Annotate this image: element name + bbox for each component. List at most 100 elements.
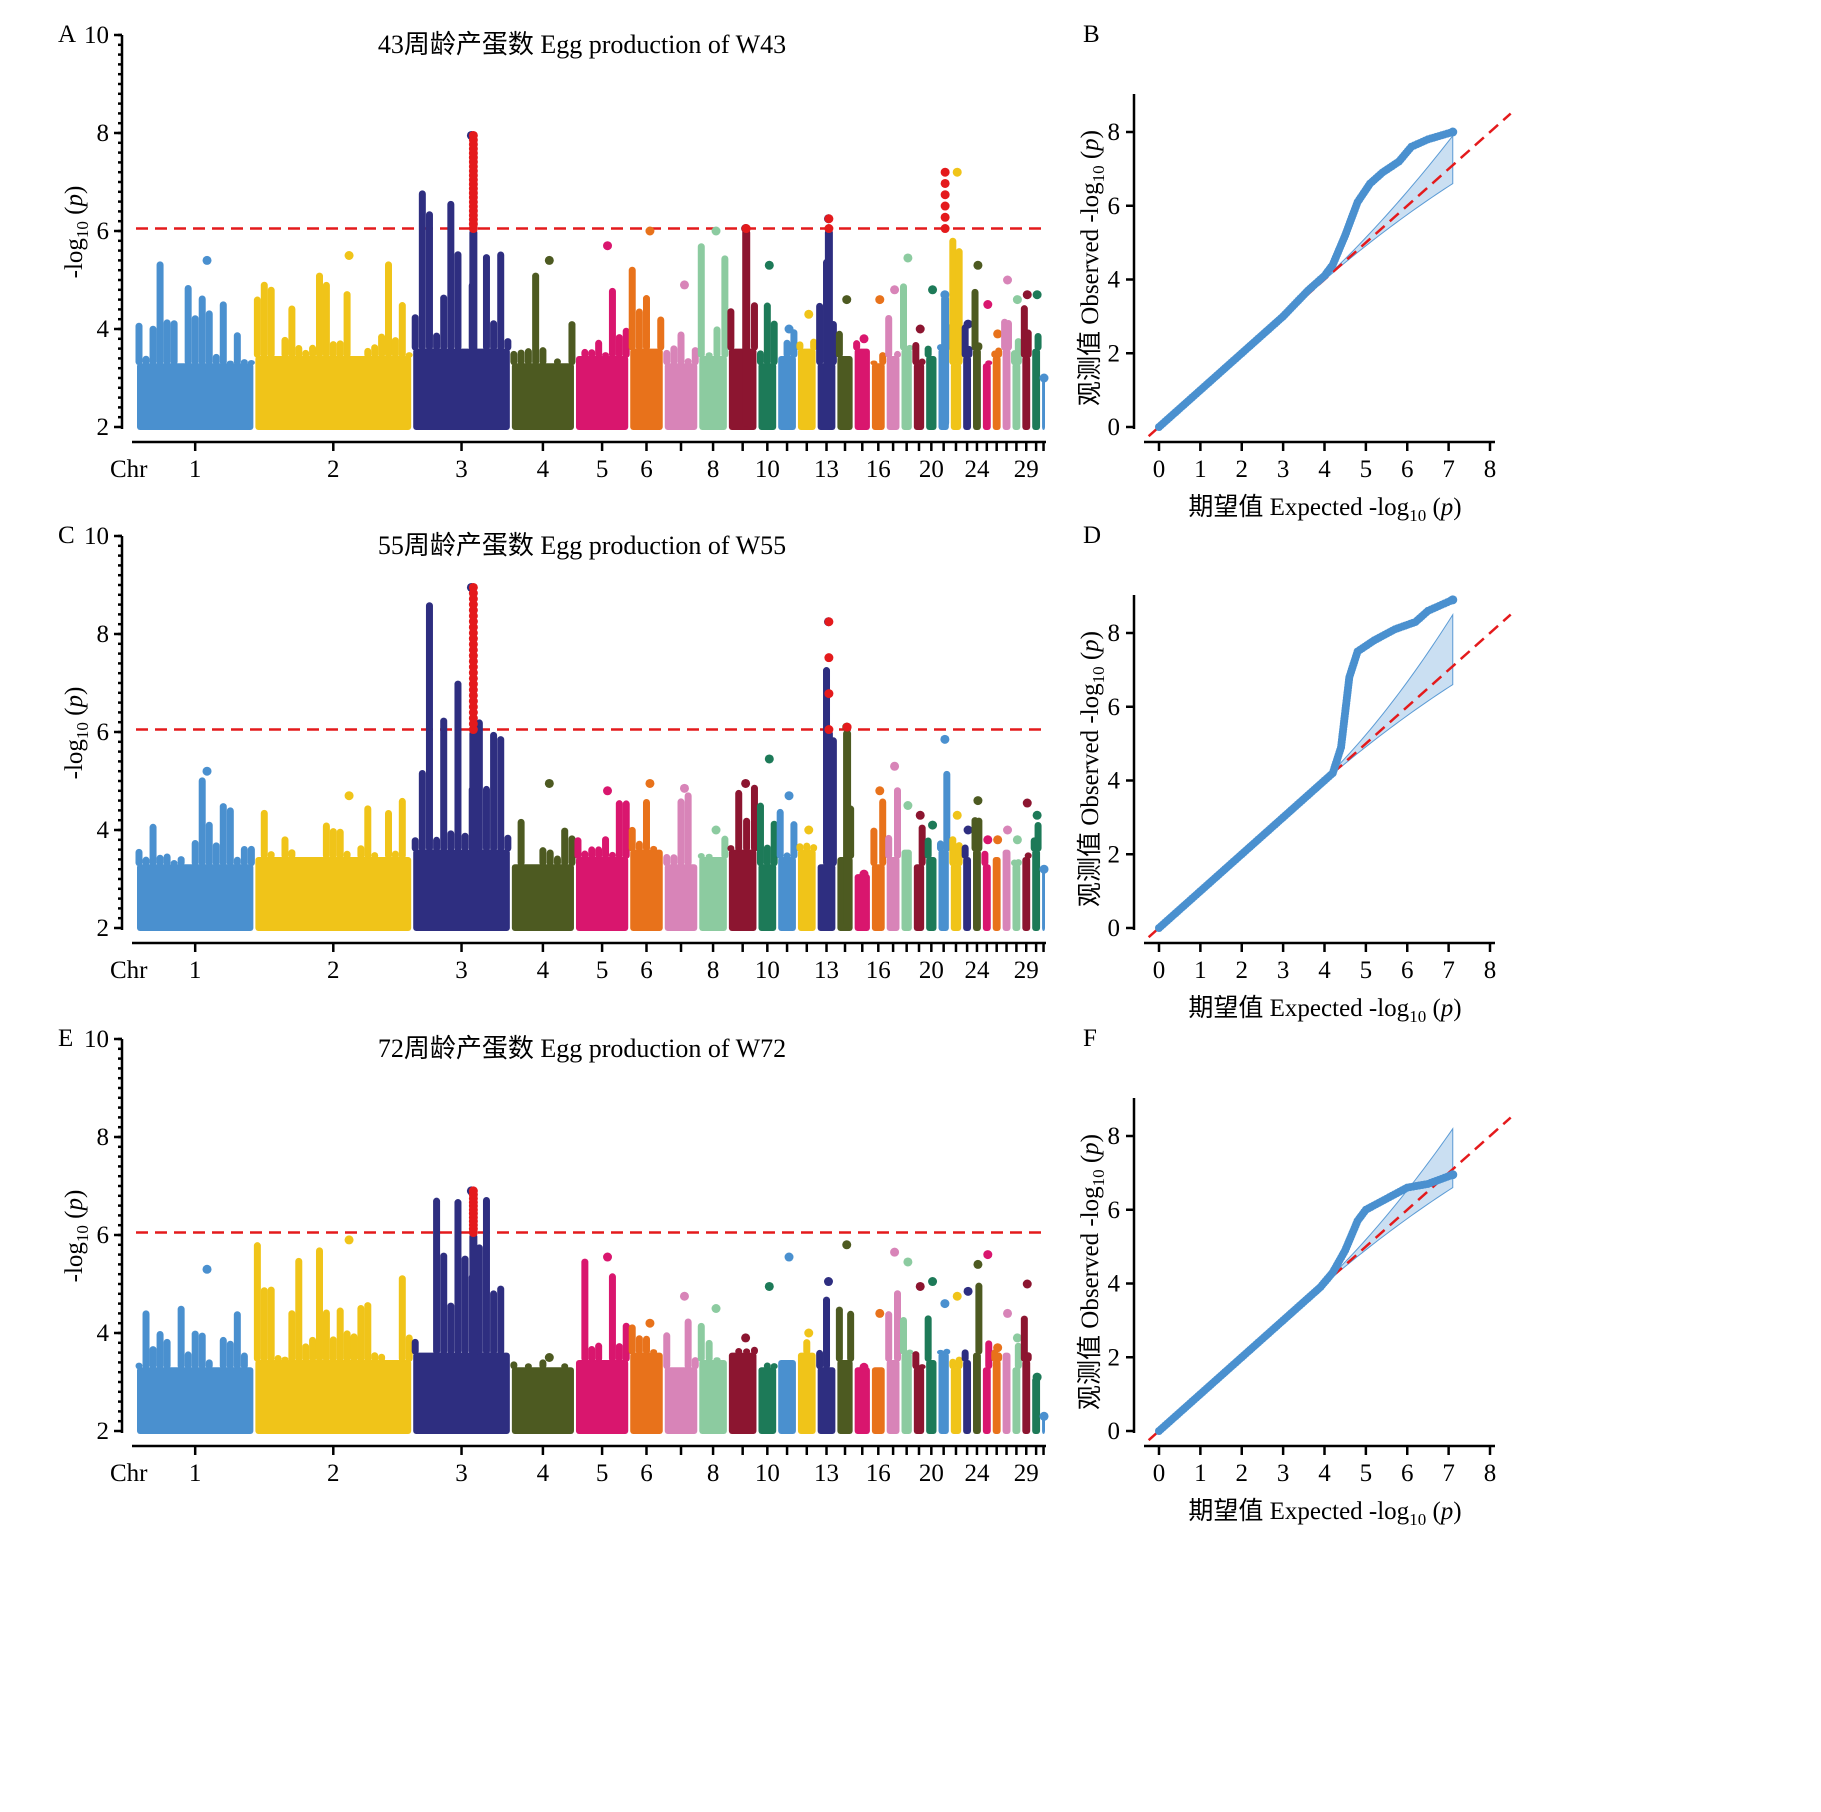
snp-column	[191, 315, 199, 366]
chromosome-18-dense-band	[901, 348, 912, 430]
panel-row-w72: E 72周龄产蛋数 Egg production of W72246810-log…	[58, 1025, 1512, 1529]
snp-column	[343, 850, 351, 859]
snp-column	[657, 316, 665, 351]
chromosome-8-points	[697, 1304, 727, 1434]
chromosome-14-peak-snp	[842, 1240, 852, 1250]
chromosome-5-peak-snp	[603, 786, 613, 796]
chromosome-7-peak-snp	[679, 783, 689, 793]
chromosome-12-peak-snp	[804, 309, 814, 319]
snp-column	[756, 350, 764, 366]
chromosome-10-peak-snp	[764, 754, 774, 764]
chromosome-17-peak-snp	[890, 761, 900, 771]
snp-column	[260, 1287, 268, 1362]
chromosome-6-points	[628, 778, 663, 931]
panel-letter-qq: F	[1083, 1025, 1097, 1052]
qq-x-tick-label: 6	[1401, 456, 1414, 483]
snp-column	[212, 353, 220, 366]
snp-column	[267, 286, 275, 358]
snp-column	[398, 1275, 406, 1362]
chromosome-11-points	[776, 791, 798, 931]
chromosome-17-dense-band	[886, 355, 900, 430]
chromosome-7-peak-snp	[679, 1291, 689, 1301]
chart-title: 72周龄产蛋数 Egg production of W72	[378, 1034, 786, 1063]
chromosome-7-points	[663, 280, 699, 430]
qq-y-tick-label: 4	[1108, 267, 1121, 294]
snp-column	[233, 1311, 241, 1370]
snp-column	[642, 1335, 650, 1355]
significant-snp	[842, 722, 852, 732]
chromosome-18-peak-snp	[903, 253, 913, 263]
snp-column	[1004, 319, 1012, 351]
snp-column	[219, 1336, 227, 1370]
snp-column	[322, 1309, 330, 1362]
chromosome-label-10: 10	[755, 456, 780, 483]
chromosome-label-4: 4	[537, 957, 550, 984]
qq-x-tick-label: 3	[1277, 957, 1290, 984]
chromosome-31-peak-snp	[1039, 864, 1049, 874]
snp-column	[750, 302, 758, 351]
snp-column	[713, 1357, 721, 1362]
chromosome-5-dense-band	[575, 1359, 629, 1434]
chromosome-5-points	[575, 1252, 630, 1434]
snp-column	[156, 854, 164, 867]
chromosome-30-peak-snp	[1032, 290, 1042, 300]
chromosome-27-peak-snp	[1003, 275, 1013, 285]
snp-column	[615, 1343, 623, 1362]
chromosome-28-dense-band	[1012, 864, 1021, 931]
snp-column	[770, 320, 778, 366]
snp-column	[776, 808, 784, 859]
chromosome-31-peak-snp	[1039, 1411, 1049, 1421]
snp-column	[642, 798, 650, 852]
snp-column	[212, 842, 220, 867]
chromosome-23-points	[961, 319, 973, 430]
snp-column	[405, 1334, 413, 1362]
chromosome-1-peak-snp	[202, 766, 212, 776]
chromosome-21-points	[936, 734, 951, 931]
snp-column	[504, 834, 512, 852]
snp-column	[885, 834, 893, 859]
snp-column	[177, 1305, 185, 1370]
chromosome-19-peak-snp	[915, 324, 925, 334]
chromosome-4-points	[511, 778, 576, 931]
manhattan-chr-label: Chr	[110, 957, 148, 984]
chromosome-26-peak-snp	[993, 835, 1003, 845]
qq-y-tick-label: 0	[1108, 915, 1121, 942]
chromosome-27-peak-snp	[1003, 825, 1013, 835]
chromosome-15-points	[853, 334, 870, 430]
chromosome-21-dense-band	[938, 1352, 949, 1434]
snp-column	[391, 337, 399, 358]
snp-column	[750, 1346, 758, 1355]
snp-column	[1014, 859, 1022, 867]
chromosome-6-peak-snp	[645, 226, 655, 236]
chromosome-10-points	[758, 1281, 778, 1434]
chromosome-10-peak-snp	[764, 260, 774, 270]
chromosome-5-points	[574, 786, 630, 931]
chromosome-label-24: 24	[964, 957, 990, 984]
qq-x-tick-label: 3	[1277, 1460, 1290, 1487]
chromosome-22-points	[949, 167, 963, 430]
chromosome-23-peak-snp	[963, 1286, 973, 1296]
chromosome-16-peak-snp	[875, 295, 885, 305]
snp-column	[796, 843, 804, 852]
snp-column	[198, 777, 206, 867]
chromosome-18-dense-band	[901, 849, 912, 931]
snp-column	[608, 1273, 616, 1362]
snp-column	[411, 837, 419, 852]
chromosome-9-dense-band	[728, 849, 757, 931]
snp-column	[853, 340, 861, 351]
snp-column	[663, 1332, 671, 1370]
snp-column	[870, 827, 878, 867]
snp-column	[156, 1330, 164, 1370]
chromosome-8-peak-snp	[711, 825, 721, 835]
chromosome-3-points	[411, 130, 512, 430]
chromosome-9-points	[727, 224, 758, 430]
chromosome-14-dense-band	[837, 355, 853, 430]
chromosome-21-peak-snp	[940, 734, 950, 744]
snp-column	[622, 800, 630, 859]
chromosome-14-points	[835, 1240, 855, 1434]
chromosome-label-13: 13	[814, 456, 839, 483]
snp-column	[810, 338, 818, 351]
snp-column	[329, 341, 337, 358]
panel-row-w55: C 55周龄产蛋数 Egg production of W55246810-log…	[58, 522, 1512, 1026]
significant-snp	[468, 130, 478, 140]
